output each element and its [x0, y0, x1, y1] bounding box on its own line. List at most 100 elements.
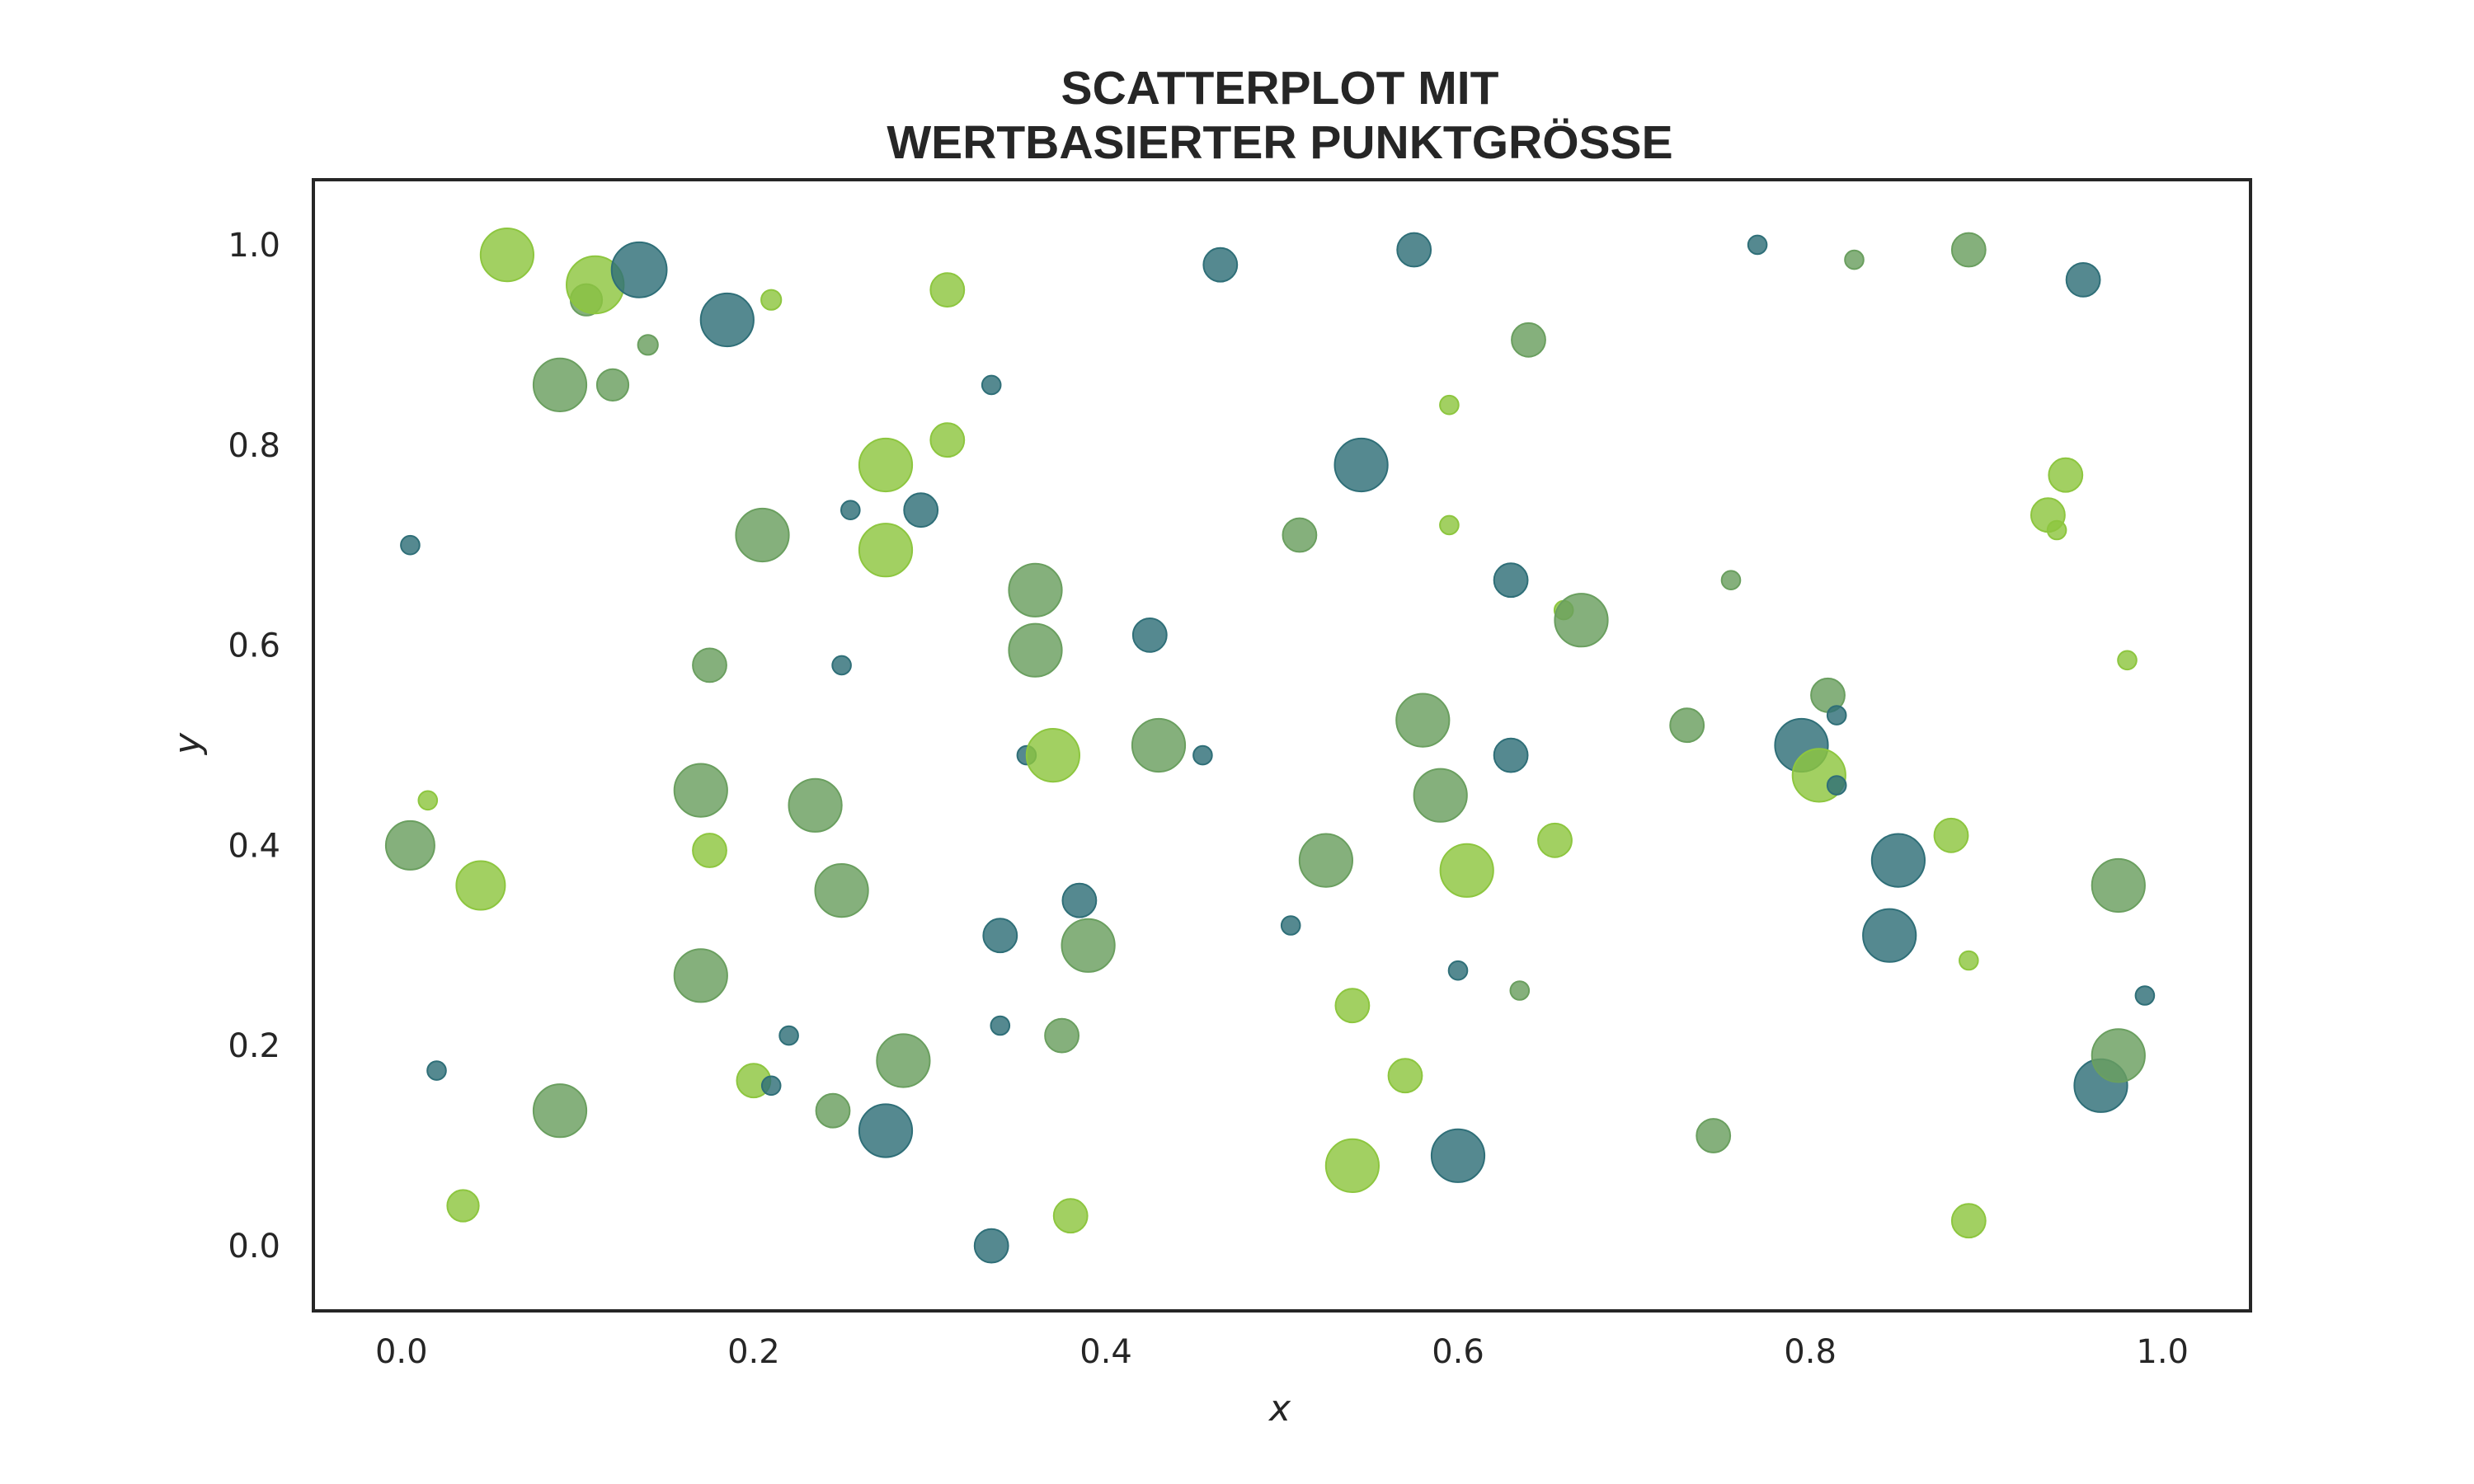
- y-tick-label: 0.2: [228, 1027, 280, 1065]
- y-tick-label: 0.8: [228, 427, 280, 465]
- scatter-point: [981, 374, 1002, 396]
- scatter-point: [876, 1033, 931, 1088]
- scatter-point: [2091, 1028, 2146, 1083]
- scatter-point: [1061, 882, 1098, 918]
- scatter-point: [1008, 622, 1063, 678]
- scatter-point: [1554, 593, 1609, 648]
- y-tick-label: 0.0: [228, 1228, 280, 1266]
- scatter-point: [637, 334, 659, 356]
- scatter-point: [1131, 717, 1187, 773]
- scatter-point: [1395, 693, 1451, 748]
- scatter-point: [1509, 980, 1531, 1001]
- x-tick-labels: 0.0 0.2 0.4 0.6 0.8 1.0: [375, 1333, 2189, 1371]
- scatter-point: [788, 777, 843, 833]
- scatter-point: [1387, 1058, 1423, 1094]
- scatter-point: [1439, 843, 1494, 898]
- scatter-point: [1537, 822, 1573, 858]
- x-tick-label: 0.2: [727, 1333, 780, 1371]
- x-tick-label: 1.0: [2136, 1333, 2189, 1371]
- scatter-point: [815, 1092, 851, 1129]
- scatter-point: [532, 357, 588, 412]
- scatter-point: [384, 819, 435, 871]
- scatter-point: [1950, 232, 1987, 268]
- scatter-point: [760, 289, 783, 311]
- scatter-point: [1959, 950, 1979, 971]
- scatter-point: [990, 1015, 1011, 1036]
- scatter-point: [1280, 915, 1301, 936]
- scatter-point: [1413, 768, 1468, 823]
- x-tick-label: 0.0: [375, 1333, 428, 1371]
- scatter-point: [735, 507, 790, 563]
- scatter-point: [1844, 249, 1865, 270]
- scatter-point: [1870, 833, 1926, 888]
- scatter-point: [1720, 570, 1742, 591]
- scatter-point: [455, 860, 506, 911]
- scatter-point: [446, 1189, 480, 1223]
- y-tick-labels: 0.0 0.2 0.4 0.6 0.8 1.0: [228, 227, 280, 1266]
- scatter-point: [1439, 394, 1460, 416]
- scatter-point: [1298, 833, 1354, 888]
- scatter-point: [760, 1075, 782, 1097]
- scatter-point: [1008, 562, 1063, 618]
- scatter-point: [426, 1060, 447, 1081]
- scatter-point: [903, 492, 939, 528]
- scatter-point: [1334, 988, 1371, 1024]
- scatter-point: [1826, 775, 1847, 796]
- scatter-point: [840, 500, 861, 521]
- scatter-point: [532, 1083, 588, 1139]
- x-axis-label: x: [1268, 1388, 1291, 1430]
- scatter-point: [1447, 960, 1469, 981]
- scatter-point: [1933, 817, 1969, 853]
- scatter-point: [673, 948, 728, 1003]
- scatter-point: [2134, 985, 2156, 1006]
- y-tick-label: 1.0: [228, 227, 280, 265]
- scatter-point: [1862, 908, 1917, 963]
- scatter-point: [1131, 618, 1168, 653]
- scatter-point: [479, 228, 535, 283]
- scatter-point: [1044, 1017, 1079, 1054]
- scatter-point: [2046, 519, 2067, 541]
- scatter-point: [1025, 728, 1081, 783]
- y-axis-label: y: [167, 732, 209, 756]
- x-tick-label: 0.6: [1432, 1333, 1484, 1371]
- scatter-point: [929, 422, 966, 458]
- scatter-point: [929, 272, 966, 308]
- scatter-point: [1511, 322, 1546, 358]
- scatter-point: [1333, 437, 1389, 493]
- scatter-point: [400, 534, 421, 556]
- plot-frame: [312, 178, 2252, 1313]
- scatter-point: [1696, 1118, 1732, 1153]
- scatter-point: [1282, 517, 1318, 553]
- scatter-point: [1747, 234, 1768, 256]
- scatter-point: [858, 523, 914, 578]
- x-tick-label: 0.4: [1079, 1333, 1132, 1371]
- scatter-point: [595, 368, 630, 402]
- scatter-point: [2065, 262, 2101, 298]
- scatter-point: [982, 918, 1018, 954]
- scatter-point: [858, 437, 914, 493]
- scatter-point: [1052, 1198, 1089, 1234]
- chart-title-line-1: SCATTERPLOT MIT: [1061, 62, 1499, 115]
- scatter-point: [1430, 1128, 1486, 1183]
- y-tick-label: 0.6: [228, 627, 280, 665]
- scatter-point: [1396, 232, 1432, 268]
- scatter-point: [610, 241, 668, 298]
- scatter-point: [2091, 857, 2146, 913]
- scatter-point: [858, 1103, 914, 1158]
- scatter-point: [1192, 744, 1213, 766]
- scatter-point: [2048, 457, 2084, 493]
- scatter-point: [692, 833, 727, 868]
- scatter-point: [1324, 1138, 1380, 1194]
- scatter-point: [814, 863, 869, 918]
- scatter-point: [1202, 247, 1239, 283]
- scatter-point: [1061, 918, 1116, 973]
- points-layer: [384, 228, 2156, 1264]
- scatter-point: [1950, 1203, 1987, 1239]
- scatter-point: [973, 1228, 1009, 1264]
- scatter-point: [1493, 562, 1529, 599]
- scatter-point: [1439, 514, 1460, 536]
- scatter-point: [692, 647, 727, 683]
- scatter-point: [831, 655, 852, 676]
- x-tick-label: 0.8: [1784, 1333, 1837, 1371]
